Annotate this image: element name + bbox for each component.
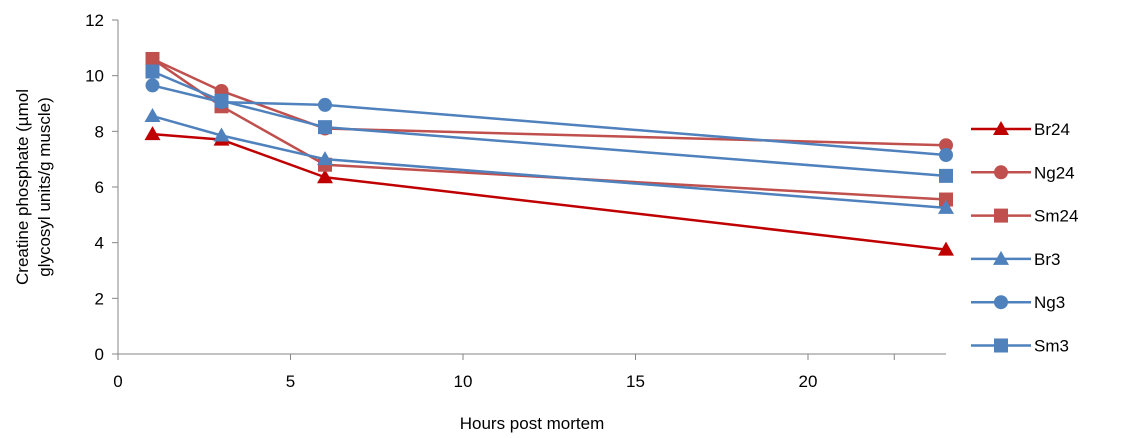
y-tick-label: 12: [85, 11, 104, 30]
series-line: [152, 132, 947, 251]
y-tick-label: 0: [95, 345, 104, 364]
data-point: [318, 120, 332, 135]
legend-label: Ng3: [1034, 293, 1065, 312]
series-br24: [144, 126, 954, 256]
legend-marker: [993, 250, 1009, 265]
x-tick-label: 15: [626, 372, 645, 391]
series-line: [151, 57, 947, 201]
series-sm24: [145, 51, 953, 207]
legend-marker: [994, 295, 1008, 310]
y-axis-title-line-2: glycosyl units/g muscle): [35, 97, 54, 277]
y-tick-label: 6: [95, 178, 104, 197]
legend-marker: [993, 121, 1009, 135]
data-point: [939, 147, 953, 162]
x-tick-label: 0: [113, 372, 122, 391]
y-axis-title-line-1: Creatine phosphate (µmol: [13, 89, 32, 285]
series-line: [151, 57, 947, 147]
series-layer: [144, 51, 954, 256]
series-line: [152, 70, 947, 178]
data-point: [939, 168, 953, 183]
y-tick-label: 2: [95, 289, 104, 308]
legend-label: Sm3: [1034, 337, 1069, 356]
data-point: [144, 108, 161, 123]
series-sm3: [145, 64, 953, 183]
series-br3: [144, 108, 954, 214]
series-line: [152, 114, 947, 210]
data-point: [145, 51, 160, 66]
legend-marker: [994, 165, 1008, 180]
y-tick-label: 4: [95, 234, 104, 253]
data-point: [318, 97, 332, 112]
legend-label: Br3: [1034, 250, 1060, 269]
legend-item-sm24: Sm24: [971, 207, 1078, 226]
x-tick-label: 20: [799, 372, 818, 391]
legend-marker: [994, 338, 1008, 353]
data-point: [939, 192, 953, 207]
legend-item-ng24: Ng24: [971, 163, 1075, 182]
series-line: [152, 84, 947, 157]
legend-item-sm3: Sm3: [971, 337, 1069, 356]
x-tick-label: 10: [454, 372, 473, 391]
legend-item-ng3: Ng3: [971, 293, 1065, 312]
data-point: [214, 93, 229, 108]
x-tick-label: 5: [286, 372, 295, 391]
series-ng3: [145, 78, 953, 162]
legend-label: Br24: [1034, 120, 1070, 139]
data-point: [317, 169, 333, 184]
axes: 0 2 4 6 8 10 12 0 5 10 15 20: [85, 11, 946, 391]
legend-marker: [994, 208, 1008, 223]
legend-label: Sm24: [1034, 207, 1078, 226]
data-point: [213, 127, 230, 142]
data-point: [939, 138, 953, 153]
data-point: [938, 241, 954, 256]
data-point: [145, 64, 160, 79]
data-point: [938, 199, 954, 214]
x-axis-title: Hours post mortem: [460, 414, 605, 433]
legend: Br24 Ng24 Sm24 Br3 Ng3 Sm3: [971, 120, 1078, 356]
data-point: [144, 126, 161, 141]
legend-label: Ng24: [1034, 163, 1075, 182]
y-tick-label: 8: [95, 122, 104, 141]
data-point: [145, 78, 160, 93]
y-tick-label: 10: [85, 67, 104, 86]
data-point: [317, 151, 333, 166]
legend-item-br24: Br24: [971, 120, 1070, 139]
legend-item-br3: Br3: [971, 250, 1060, 269]
